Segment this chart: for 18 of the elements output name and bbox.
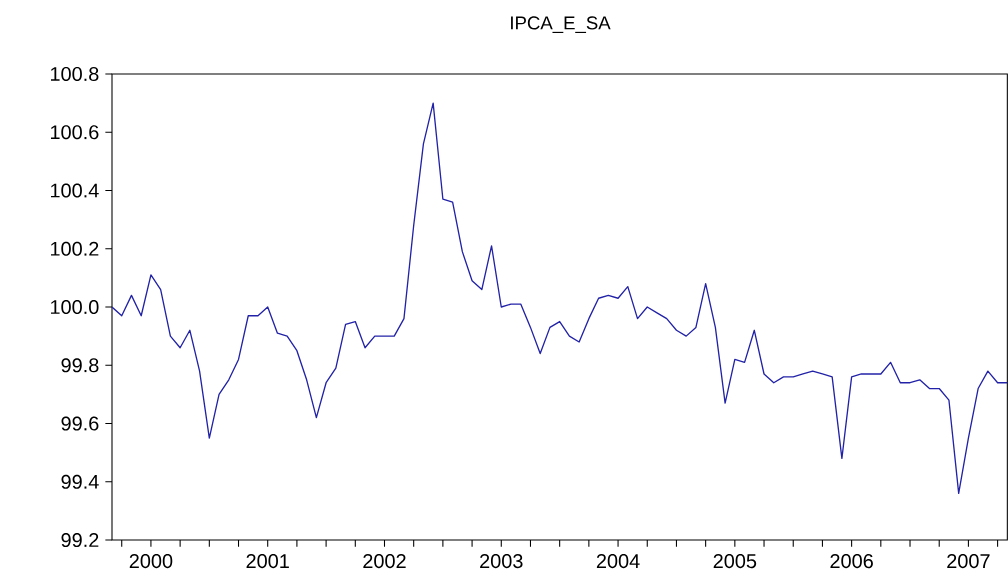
y-tick-label: 99.8: [61, 358, 99, 373]
x-tick-label: 2001: [246, 554, 289, 569]
x-tick-label: 2000: [129, 554, 173, 569]
x-tick-label: 2003: [480, 554, 523, 569]
y-tick-label: 100.0: [50, 299, 99, 315]
x-tick-label: 2006: [830, 554, 873, 569]
x-tick-label: 2007: [947, 554, 990, 569]
y-tick-label: 99.2: [61, 532, 99, 548]
x-tick-label: 2005: [713, 554, 757, 569]
y-tick-label: 100.6: [50, 125, 99, 140]
y-tick-label: 100.8: [50, 66, 99, 82]
y-tick-label: 100.4: [50, 183, 99, 198]
y-tick-label: 100.2: [50, 241, 99, 256]
y-tick-label: 99.4: [61, 474, 99, 489]
x-tick-label: 2002: [363, 554, 406, 569]
chart-title: IPCA_E_SA: [511, 16, 611, 34]
x-tick-label: 2004: [596, 554, 640, 569]
y-tick-label: 99.6: [61, 416, 99, 431]
